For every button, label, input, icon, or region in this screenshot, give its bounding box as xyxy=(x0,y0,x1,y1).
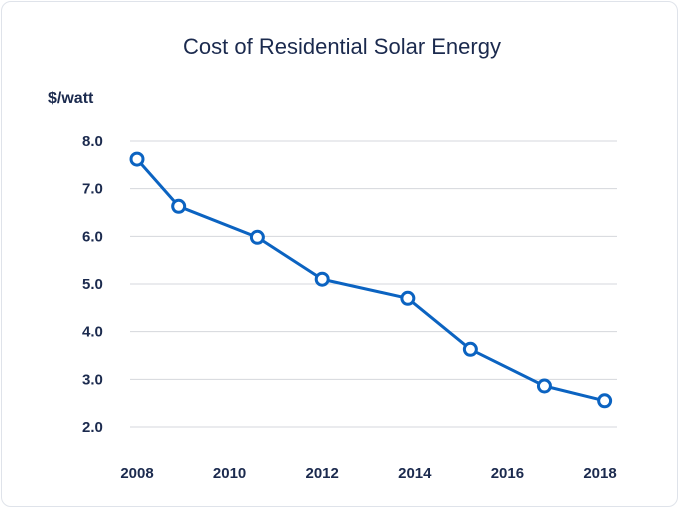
data-point[interactable] xyxy=(462,341,478,357)
y-tick-label: 4.0 xyxy=(82,324,103,341)
y-tick-label: 8.0 xyxy=(82,133,103,150)
chart-title: Cost of Residential Solar Energy xyxy=(183,34,501,59)
x-tick-label: 2016 xyxy=(491,465,524,482)
y-tick-label: 2.0 xyxy=(82,419,103,436)
x-tick-label: 2018 xyxy=(583,465,616,482)
data-point[interactable] xyxy=(129,151,145,167)
data-point[interactable] xyxy=(400,290,416,306)
x-tick-label: 2010 xyxy=(213,465,246,482)
y-tick-label: 5.0 xyxy=(82,276,103,293)
y-tick-label: 6.0 xyxy=(82,228,103,245)
data-point[interactable] xyxy=(314,271,330,287)
y-tick-label: 7.0 xyxy=(82,181,103,198)
x-tick-label: 2012 xyxy=(306,465,339,482)
x-tick-label: 2008 xyxy=(120,465,153,482)
data-point[interactable] xyxy=(249,229,265,245)
data-point[interactable] xyxy=(171,198,187,214)
data-point[interactable] xyxy=(597,393,613,409)
y-tick-label: 3.0 xyxy=(82,371,103,388)
y-axis-label: $/watt xyxy=(48,90,94,107)
x-tick-label: 2014 xyxy=(398,465,432,482)
series-line xyxy=(135,158,605,403)
data-point[interactable] xyxy=(536,378,552,394)
